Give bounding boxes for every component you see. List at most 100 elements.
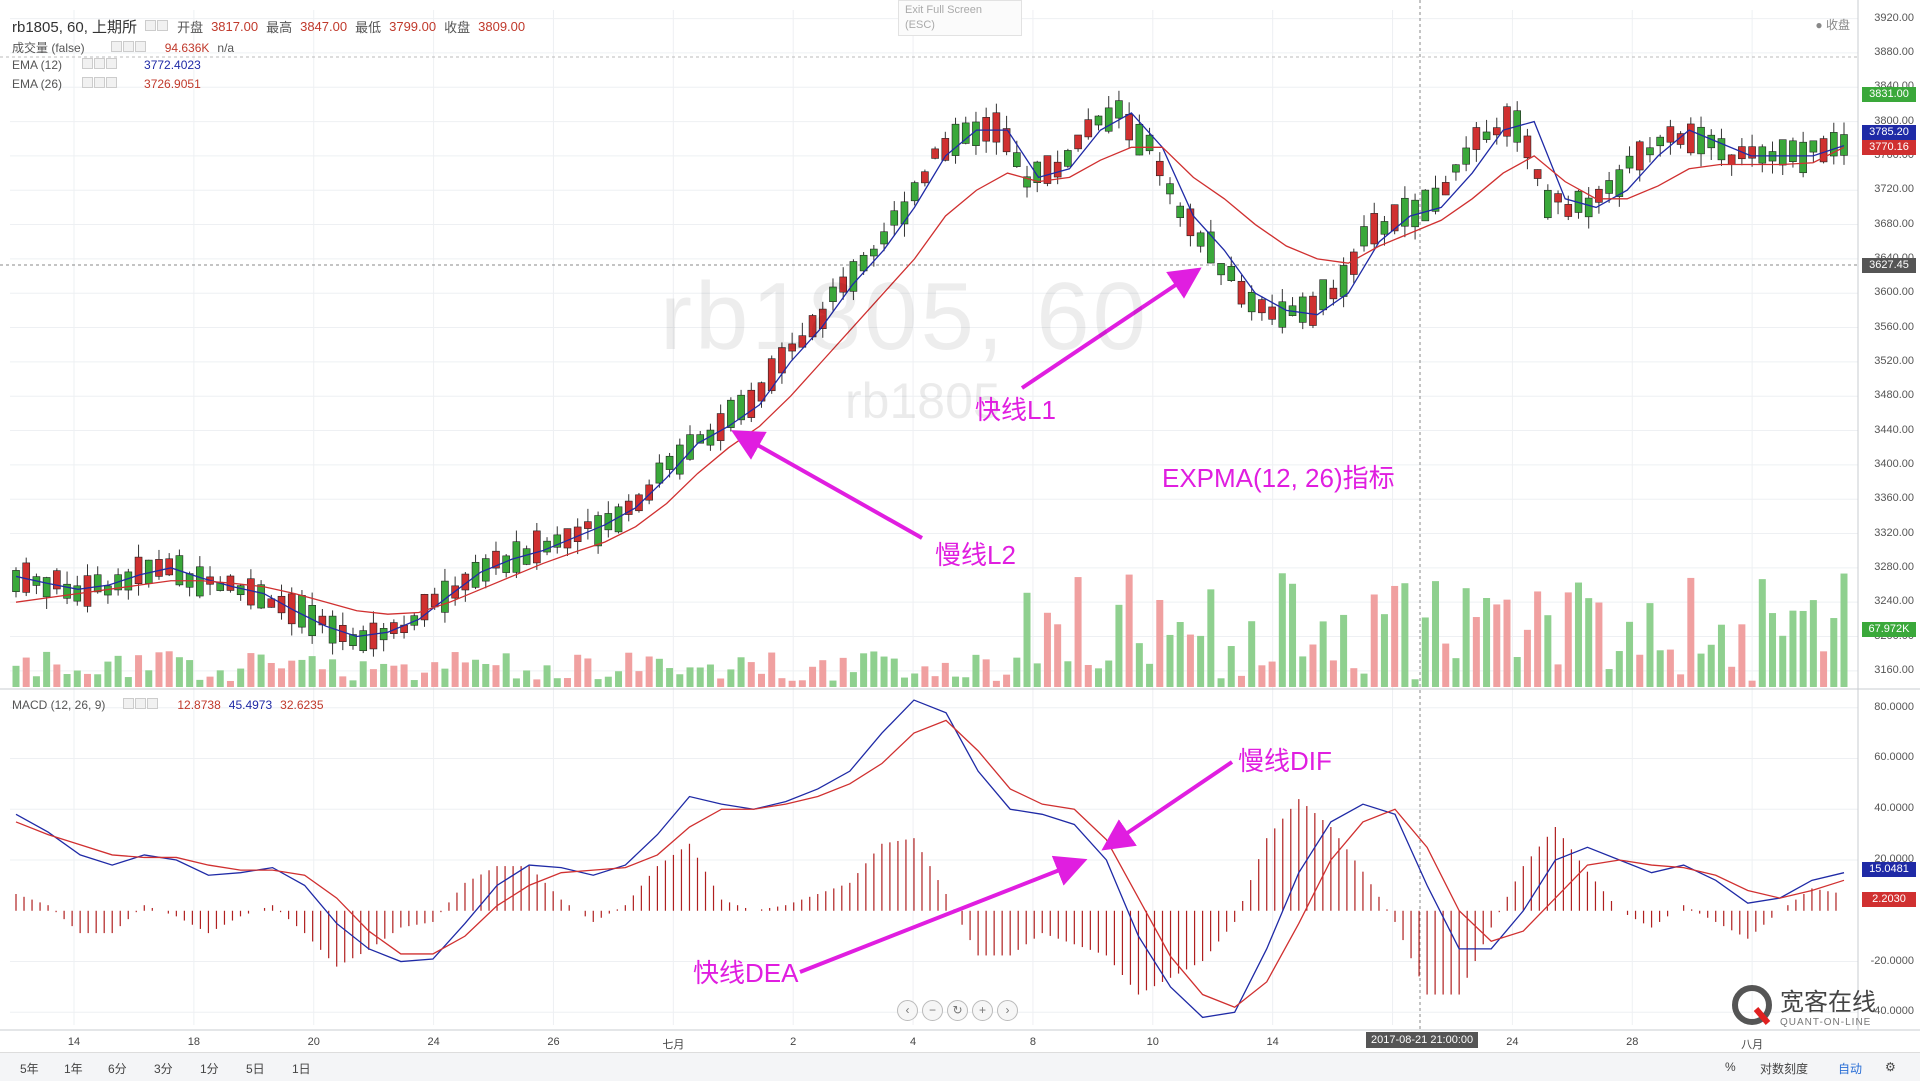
volume-bar (257, 654, 265, 687)
candle-body (665, 455, 674, 470)
volume-bar (809, 666, 817, 687)
volume-bar (1666, 649, 1674, 687)
volume-bar (768, 652, 776, 687)
volume-bar (451, 652, 459, 687)
candle-body (1564, 204, 1573, 217)
volume-bar (1748, 680, 1756, 687)
candle-body (1799, 141, 1807, 174)
ema12-controls[interactable] (82, 58, 118, 72)
volume-bar (298, 659, 306, 687)
candle-body (1135, 123, 1144, 156)
candle-body (369, 622, 378, 650)
annotation-arrows (731, 267, 1234, 974)
ema26-label[interactable]: EMA (26) (12, 77, 63, 91)
volume-bar (145, 670, 153, 687)
auto-scale-toggle[interactable]: 自动 (1838, 1062, 1863, 1076)
candle-body (53, 570, 61, 590)
range-6m[interactable]: 6分 (108, 1062, 127, 1076)
volume-bar (186, 660, 194, 687)
range-3m[interactable]: 3分 (154, 1062, 173, 1076)
volume-bar (1656, 650, 1664, 687)
volume-label[interactable]: 成交量 (false) (12, 41, 85, 55)
candle-body (1544, 189, 1552, 219)
candle-body (1043, 155, 1052, 184)
volume-bar (1809, 600, 1817, 687)
scroll-right-button[interactable]: › (997, 1000, 1018, 1021)
candle-body (1329, 287, 1338, 300)
macd-axis-tick: 40.0000 (1874, 802, 1914, 815)
volume-bar (155, 652, 163, 687)
volume-bar (737, 657, 745, 687)
volume-bar (1309, 644, 1317, 687)
volume-bar (523, 670, 531, 687)
macd-label[interactable]: MACD (12, 26, 9) (12, 698, 106, 712)
candle-body (686, 434, 694, 460)
zoom-out-button[interactable]: − (922, 1000, 943, 1021)
ema26-value: 3726.9051 (144, 77, 201, 91)
candle-body (543, 540, 551, 553)
volume-bar (1799, 610, 1807, 687)
log-scale-toggle[interactable]: 对数刻度 (1760, 1062, 1809, 1076)
volume-bar (32, 676, 40, 687)
candle-body (124, 571, 133, 591)
macd-legend: MACD (12, 26, 9) 12.8738 45.4973 32.6235 (12, 698, 324, 712)
range-1d[interactable]: 1日 (292, 1062, 311, 1076)
volume-bar (676, 674, 684, 687)
top-right-label-text: 收盘 (1825, 18, 1850, 32)
symbol-controls[interactable] (145, 19, 169, 34)
exit-fullscreen-button[interactable]: Exit Full Screen (ESC) (898, 0, 1022, 36)
candle-body (716, 413, 725, 441)
candle-body (1717, 138, 1726, 161)
reset-button[interactable]: ↻ (947, 1000, 968, 1021)
candle-body (849, 261, 858, 292)
settings-icon[interactable]: ⚙ (1885, 1060, 1896, 1074)
candle-body (624, 500, 633, 515)
volume-bar (1227, 646, 1235, 687)
candle-body (829, 286, 837, 302)
watermark-small: rb1805 (845, 373, 1001, 429)
macd-axis-tick: 60.0000 (1874, 751, 1914, 764)
candle-body (1084, 119, 1093, 138)
volume-controls[interactable] (110, 40, 147, 55)
volume-bar (73, 670, 81, 687)
macd-v1: 12.8738 (177, 698, 221, 712)
volume-bar (247, 653, 255, 687)
range-1m[interactable]: 1分 (200, 1062, 219, 1076)
volume-bar (1156, 599, 1164, 687)
volume-bar (1319, 621, 1327, 687)
candle-body (1033, 161, 1042, 183)
range-5d[interactable]: 5日 (246, 1062, 265, 1076)
scroll-left-button[interactable]: ‹ (897, 1000, 918, 1021)
candle-body (1727, 154, 1736, 165)
volume-bar (1585, 598, 1593, 687)
volume-bar (931, 676, 939, 687)
volume-bar (1033, 663, 1041, 687)
price-axis-tick: 3440.00 (1874, 423, 1914, 436)
volume-bar (1258, 665, 1266, 687)
range-5y[interactable]: 5年 (20, 1062, 39, 1076)
candlesticks (12, 90, 1848, 657)
candle-body (1360, 226, 1368, 247)
candle-body (818, 308, 827, 329)
volume-bar (278, 668, 286, 687)
ema26-controls[interactable] (82, 77, 118, 91)
volume-bar (410, 680, 418, 687)
macd-controls[interactable] (123, 698, 159, 712)
volume-bar (165, 651, 173, 687)
ema26-price-tag: 3770.16 (1862, 140, 1916, 155)
candle-body (1350, 251, 1358, 275)
percent-toggle[interactable]: % (1725, 1060, 1736, 1074)
volume-bar (502, 653, 510, 687)
volume-bar (543, 665, 551, 687)
candle-body (349, 634, 357, 647)
range-1y[interactable]: 1年 (64, 1062, 83, 1076)
volume-bar (900, 677, 908, 687)
close-label: 收盘 (444, 20, 471, 35)
ema12-label[interactable]: EMA (12) (12, 58, 63, 72)
annotation-slow-line: 慢线L2 (935, 540, 1016, 570)
candle-body (104, 585, 112, 596)
candle-body (1298, 296, 1307, 323)
zoom-in-button[interactable]: + (972, 1000, 993, 1021)
symbol-title[interactable]: rb1805, 60, 上期所 (12, 19, 138, 36)
